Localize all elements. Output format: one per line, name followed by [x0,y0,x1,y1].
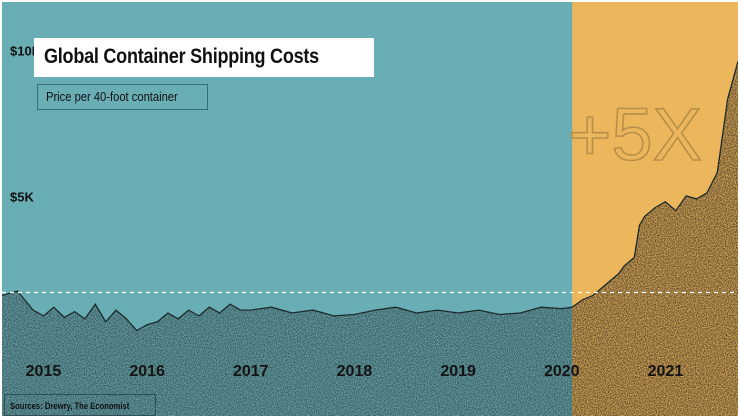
x-tick-label: 2017 [233,363,269,380]
x-tick-label: 2019 [440,363,476,380]
source-note-box: Sources: Drewry, The Economist [4,394,157,416]
y-axis-ticks: $10K $5K [10,43,42,204]
y-tick-label: $5K [10,190,34,205]
chart-subtitle-box: Price per 40-foot container [37,84,209,110]
chart-title-box: Global Container Shipping Costs [34,38,374,77]
x-tick-label: 2015 [26,363,62,380]
x-tick-label: 2020 [544,363,580,380]
x-axis-ticks: 2015 2016 2017 2018 2019 2020 2021 [26,363,684,380]
annotation-5x: +5X [568,93,702,176]
y-tick-label: $10K [10,43,42,58]
area-series-line [2,61,738,332]
source-note: Sources: Drewry, The Economist [10,401,130,411]
chart-subtitle: Price per 40-foot container [46,89,178,104]
x-tick-label: 2021 [648,363,684,380]
x-tick-label: 2018 [337,363,373,380]
x-tick-label: 2016 [129,363,165,380]
chart-title: Global Container Shipping Costs [44,45,319,68]
